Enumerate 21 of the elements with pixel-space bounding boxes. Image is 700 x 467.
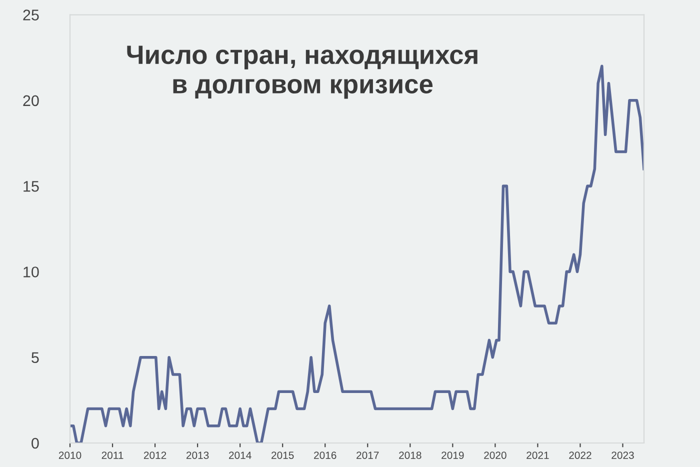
y-tick-label: 20 <box>23 95 39 106</box>
y-tick-label: 25 <box>23 10 39 20</box>
x-tick-label: 2014 <box>229 452 252 459</box>
x-tick-label: 2019 <box>442 452 464 459</box>
x-tick-label: 2021 <box>526 452 549 459</box>
x-tick-label: 2023 <box>612 452 634 459</box>
x-tick-label: 2012 <box>144 452 166 459</box>
x-tick-label: 2018 <box>399 452 422 459</box>
x-tick-label: 2011 <box>102 452 124 459</box>
x-tick-label: 2022 <box>569 452 592 459</box>
x-tick-label: 2017 <box>356 452 379 459</box>
y-tick-label: 15 <box>24 181 39 192</box>
x-tick-label: 2013 <box>186 452 209 459</box>
x-tick-label: 2016 <box>314 452 336 459</box>
text: Число стран, находящихся в долговом кризисе <box>127 46 478 99</box>
x-tick-label: 2015 <box>272 452 294 459</box>
y-tick-label: 5 <box>32 352 39 364</box>
y-tick-label: 0 <box>32 438 39 449</box>
x-tick-label: 2020 <box>484 452 506 459</box>
x-tick-label: 2010 <box>58 452 82 459</box>
y-tick-label: 10 <box>24 266 39 278</box>
